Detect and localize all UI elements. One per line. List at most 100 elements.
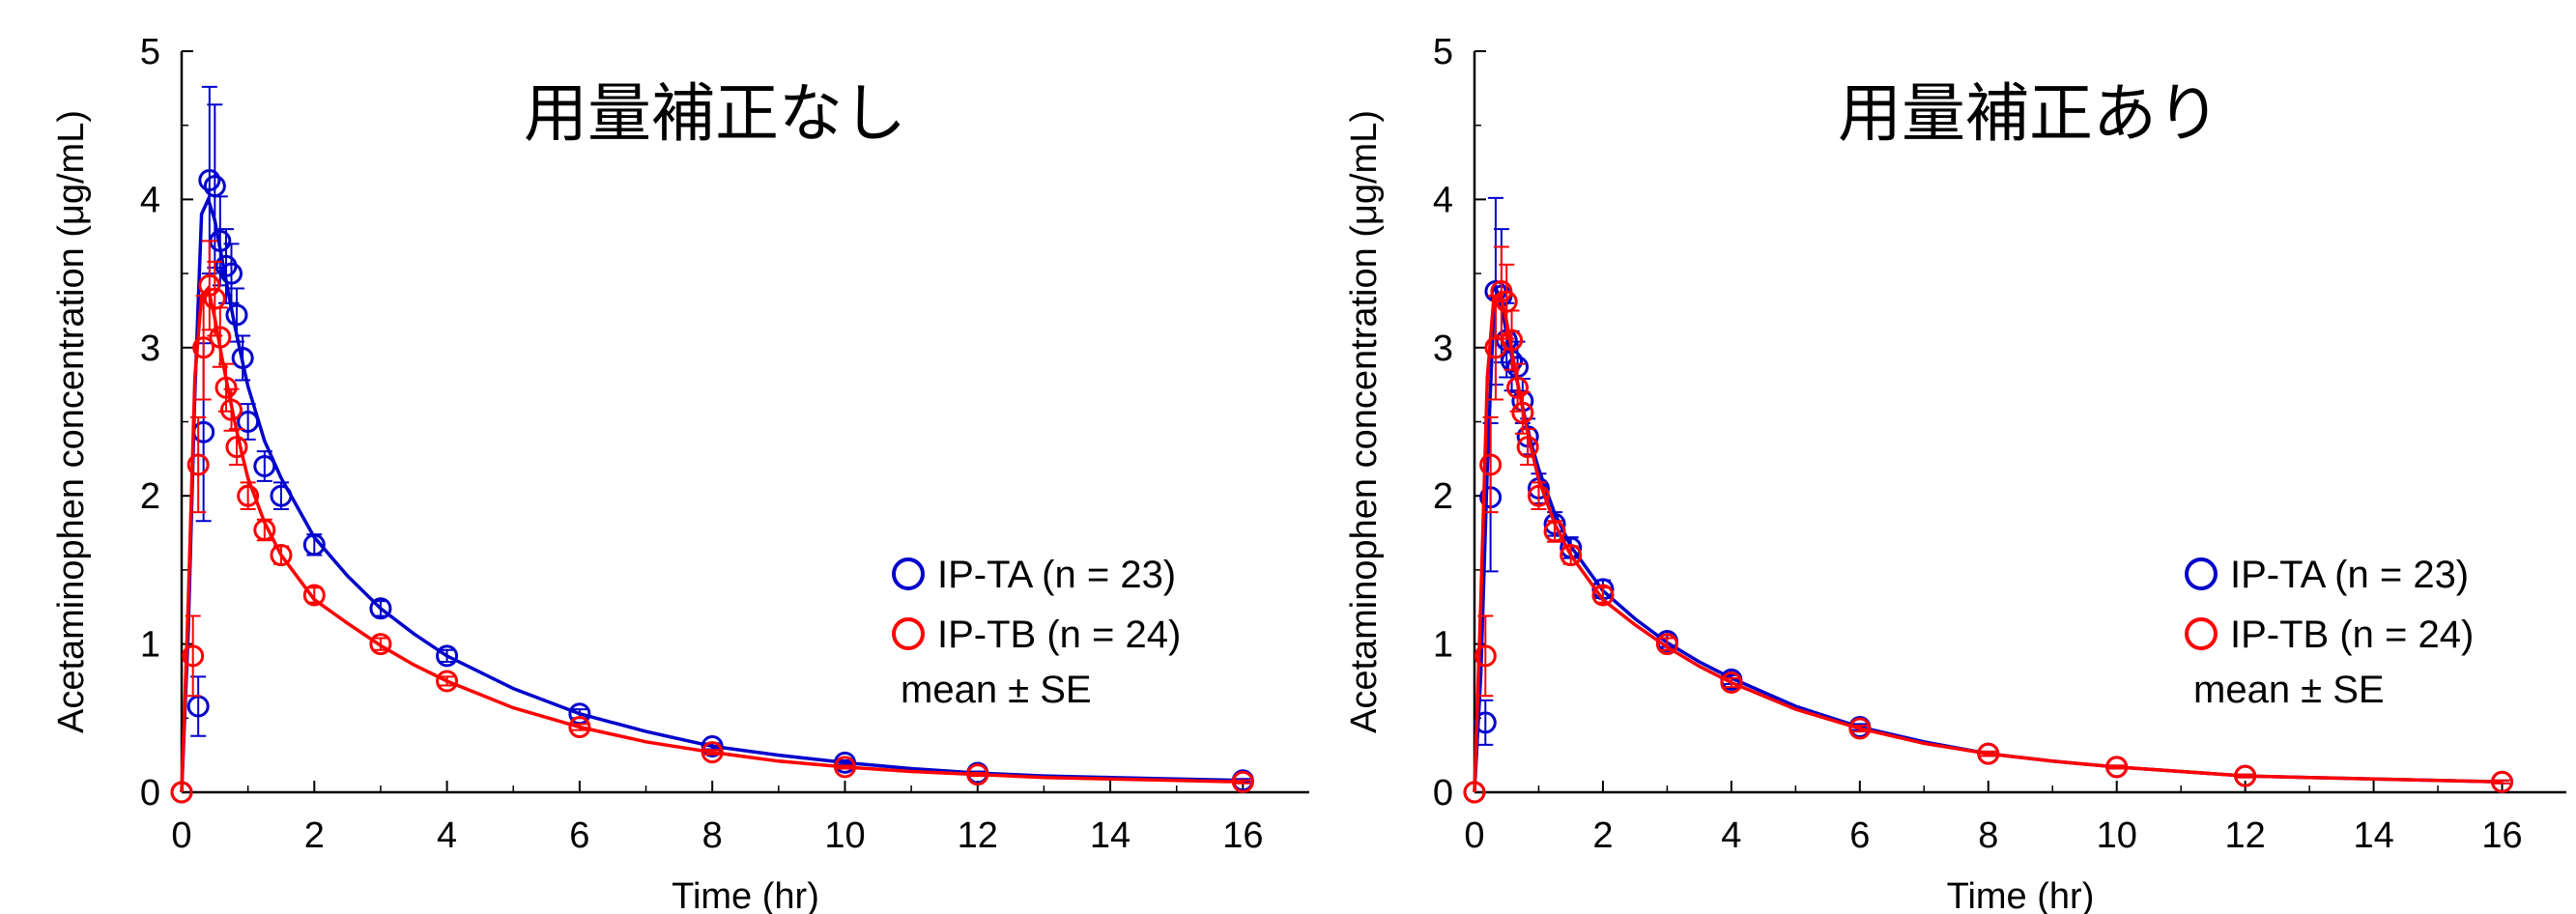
fit-curve (1473, 289, 2503, 793)
y-tick-label: 3 (1433, 328, 1453, 369)
y-tick-label: 4 (1433, 180, 1453, 220)
x-tick-label: 8 (1978, 815, 1998, 856)
x-axis-label: Time (hr) (672, 876, 819, 914)
data-point (231, 347, 254, 370)
data-point (192, 336, 215, 359)
data-point (225, 303, 248, 327)
data-point (209, 326, 232, 349)
data-point (1655, 633, 1678, 656)
data-point (1848, 717, 1872, 740)
data-point (186, 453, 210, 476)
data-point (369, 597, 392, 620)
x-tick-label: 0 (1464, 815, 1484, 856)
x-tick-label: 2 (1592, 815, 1613, 856)
x-tick-label: 8 (702, 815, 723, 856)
data-point (270, 484, 293, 507)
legend-marker (892, 617, 925, 650)
data-point (568, 716, 591, 739)
legend: IP-TA (n = 23) IP-TB (n = 24) mean ± SE (2185, 554, 2474, 711)
data-point (237, 411, 260, 433)
legend-label: IP-TA (n = 23) (2230, 554, 2469, 596)
data-point (302, 584, 326, 607)
y-tick-label: 5 (140, 32, 160, 72)
y-tick-label: 2 (1433, 476, 1453, 517)
chart-title: 用量補正なし (524, 77, 906, 149)
data-point (1543, 520, 1566, 543)
data-point (1560, 544, 1583, 567)
data-point (1474, 644, 1497, 668)
y-axis-label: Acetaminophen concentration (μg/mL) (1344, 110, 1385, 733)
y-tick-label: 0 (1433, 773, 1453, 814)
data-point (1591, 584, 1615, 607)
x-tick-label: 10 (824, 815, 865, 856)
y-tick-label: 1 (1433, 625, 1453, 666)
x-tick-label: 12 (2225, 815, 2266, 856)
data-point (237, 484, 260, 507)
x-tick-label: 4 (437, 815, 457, 856)
legend-marker (2185, 617, 2218, 650)
data-point (1463, 781, 1486, 804)
legend-marker (2185, 557, 2218, 590)
data-point (1516, 436, 1539, 459)
data-point (253, 518, 276, 541)
x-tick-label: 4 (1721, 815, 1741, 856)
data-point (436, 670, 459, 693)
legend-note: mean ± SE (901, 669, 1092, 711)
data-point (1479, 453, 1503, 476)
legend-note: mean ± SE (2193, 669, 2385, 711)
legend: IP-TA (n = 23) IP-TB (n = 24) mean ± SE (892, 554, 1181, 711)
legend-label: IP-TA (n = 23) (937, 554, 1176, 596)
legend-marker (892, 557, 925, 590)
fit-curve (180, 284, 1244, 793)
data-point (1501, 328, 1524, 352)
data-point (1490, 280, 1513, 303)
data-point (1977, 742, 2000, 765)
data-point (182, 644, 205, 668)
legend-label: IP-TB (n = 24) (937, 614, 1181, 656)
data-point (198, 168, 221, 191)
chart-title: 用量補正あり (1838, 77, 2220, 149)
data-point (219, 398, 243, 421)
data-point (225, 436, 248, 459)
data-point (2491, 770, 2514, 793)
data-point (966, 763, 989, 786)
x-tick-label: 14 (1090, 815, 1131, 856)
x-tick-label: 6 (1849, 815, 1870, 856)
x-tick-label: 16 (1222, 815, 1263, 856)
y-tick-label: 3 (140, 328, 160, 369)
series-ip-ta (1463, 196, 2514, 804)
fit-curve (180, 194, 1244, 793)
legend-label: IP-TB (n = 24) (2230, 614, 2474, 656)
data-point (2105, 756, 2129, 779)
y-tick-label: 4 (140, 180, 160, 220)
x-tick-label: 2 (304, 815, 325, 856)
x-tick-label: 16 (2481, 815, 2522, 856)
data-point (302, 533, 326, 557)
data-point (170, 781, 193, 804)
data-point (1231, 770, 1254, 793)
data-point (198, 273, 221, 297)
data-point (219, 262, 243, 285)
data-point (253, 455, 276, 478)
fit-curve (1473, 284, 2503, 793)
data-point (701, 734, 724, 757)
x-axis-label: Time (hr) (1947, 876, 2095, 914)
y-tick-label: 2 (140, 476, 160, 517)
x-tick-label: 10 (2097, 815, 2137, 856)
y-tick-label: 1 (140, 625, 160, 666)
data-point (701, 741, 724, 764)
data-point (215, 376, 238, 399)
data-point (270, 544, 293, 567)
data-point (833, 756, 856, 779)
data-point (1720, 671, 1743, 694)
data-point (1511, 401, 1534, 424)
data-point (2234, 764, 2257, 787)
y-tick-label: 5 (1433, 32, 1453, 72)
y-tick-label: 0 (140, 773, 160, 814)
data-point (369, 633, 392, 656)
data-point (436, 644, 459, 668)
data-point (1527, 484, 1550, 507)
